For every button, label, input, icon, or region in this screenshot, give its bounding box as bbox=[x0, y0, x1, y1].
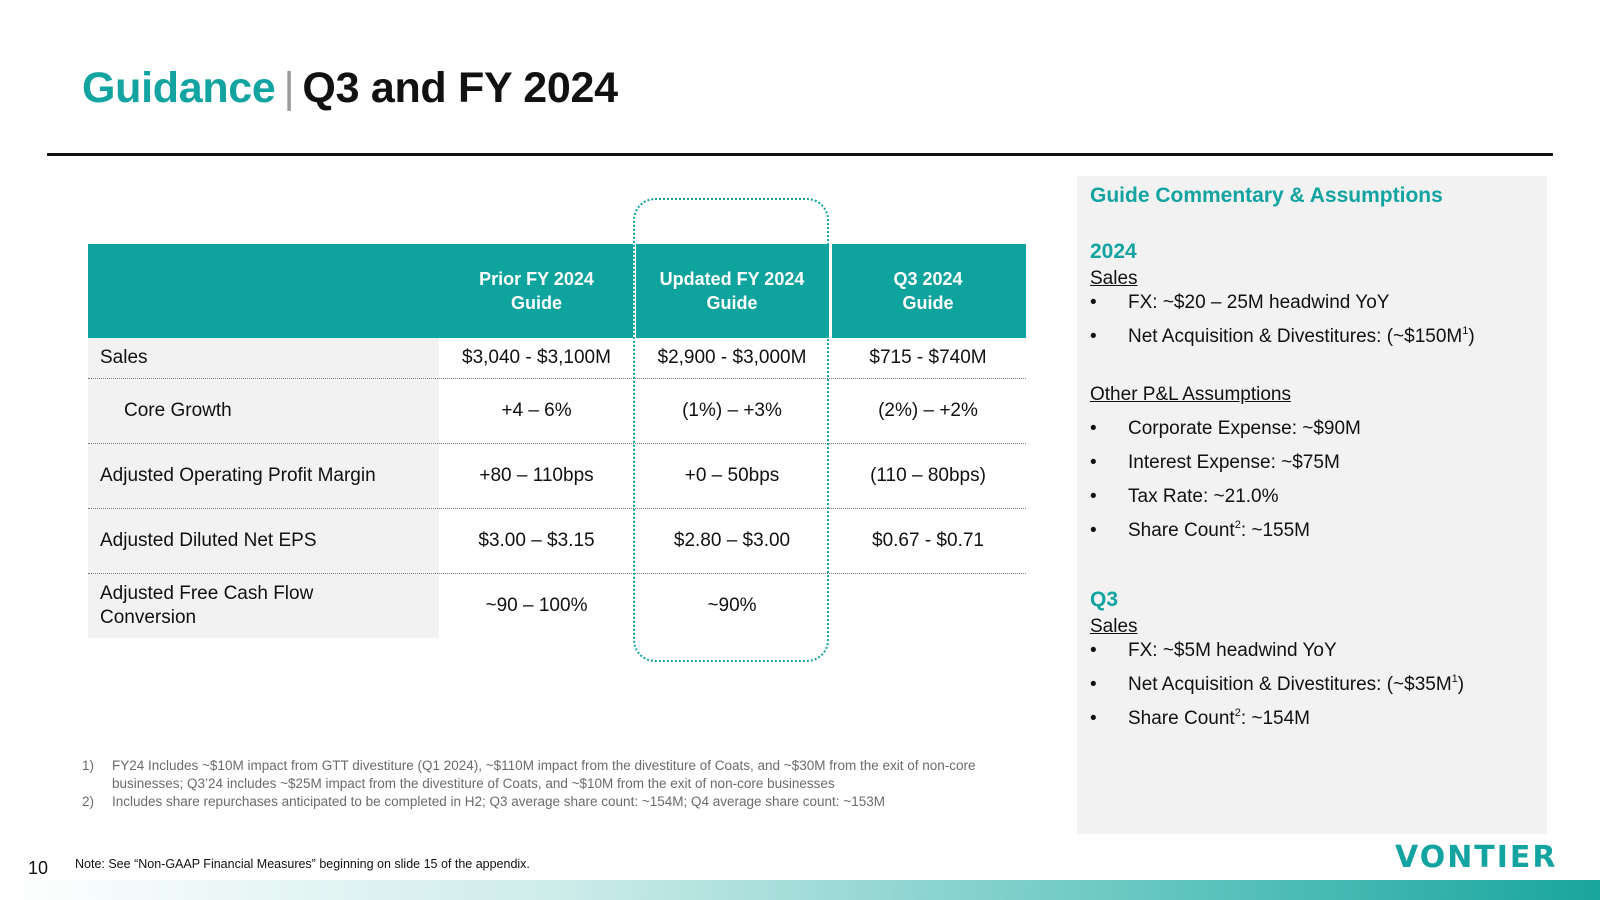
bullet-item: • Tax Rate: ~21.0% bbox=[1090, 486, 1279, 507]
section-heading-q3: Q3 bbox=[1090, 588, 1119, 611]
footnote-text: Includes share repurchases anticipated t… bbox=[112, 794, 885, 809]
cell-value: +0 – 50bps bbox=[684, 465, 780, 486]
table-row-op-margin: Adjusted Operating Profit Margin +80 – 1… bbox=[88, 444, 1026, 509]
cell-value: ~90 – 100% bbox=[485, 595, 588, 616]
commentary-panel: Guide Commentary & Assumptions 2024 Sale… bbox=[1077, 176, 1547, 834]
bullet-icon: • bbox=[1090, 708, 1097, 729]
subheading-sales: Sales bbox=[1090, 616, 1138, 637]
title-main: Q3 and FY 2024 bbox=[302, 64, 618, 112]
bullet-icon: • bbox=[1090, 452, 1097, 473]
bullet-item: • Net Acquisition & Divestitures: (~$35M1… bbox=[1090, 673, 1465, 696]
row-label: Core Growth bbox=[88, 379, 439, 443]
subheading-sales: Sales bbox=[1090, 268, 1138, 289]
bullet-icon: • bbox=[1090, 674, 1097, 695]
bullet-icon: • bbox=[1090, 486, 1097, 507]
bullet-item: • Share Count2: ~155M bbox=[1090, 519, 1310, 542]
row-label: Sales bbox=[88, 338, 439, 378]
cell-value: +4 – 6% bbox=[501, 400, 572, 421]
bullet-item: • FX: ~$20 – 25M headwind YoY bbox=[1090, 292, 1390, 313]
header-divider bbox=[633, 244, 636, 338]
title-accent: Guidance bbox=[82, 64, 276, 112]
bullet-icon: • bbox=[1090, 520, 1097, 541]
title-rule bbox=[47, 153, 1553, 156]
footnotes: 1) FY24 Includes ~$10M impact from GTT d… bbox=[82, 757, 1022, 811]
row-label: Adjusted Free Cash Flow Conversion bbox=[88, 574, 439, 638]
header-prior-fy: Prior FY 2024 Guide bbox=[479, 269, 594, 313]
cell-value: (2%) – +2% bbox=[878, 400, 978, 421]
table-header: Prior FY 2024 Guide Updated FY 2024 Guid… bbox=[88, 244, 1026, 338]
panel-title: Guide Commentary & Assumptions bbox=[1090, 184, 1443, 207]
cell-value: $2.80 – $3.00 bbox=[673, 530, 791, 551]
footnote-number: 2) bbox=[82, 794, 95, 809]
cell-value: +80 – 110bps bbox=[479, 465, 594, 486]
row-label: Adjusted Operating Profit Margin bbox=[88, 444, 439, 508]
bullet-item: • Interest Expense: ~$75M bbox=[1090, 452, 1340, 473]
cell-value: $3.00 – $3.15 bbox=[478, 530, 595, 551]
cell-value: $715 - $740M bbox=[869, 347, 987, 368]
table-row-eps: Adjusted Diluted Net EPS $3.00 – $3.15 $… bbox=[88, 509, 1026, 574]
cell-value: $2,900 - $3,000M bbox=[657, 347, 807, 368]
bullet-item: • Share Count2: ~154M bbox=[1090, 707, 1310, 730]
header-updated-fy: Updated FY 2024 Guide bbox=[659, 269, 805, 313]
bullet-item: • Corporate Expense: ~$90M bbox=[1090, 418, 1361, 439]
bullet-icon: • bbox=[1090, 418, 1097, 439]
cell-value bbox=[830, 574, 1026, 638]
cell-value: $3,040 - $3,100M bbox=[462, 347, 611, 368]
guidance-table: Prior FY 2024 Guide Updated FY 2024 Guid… bbox=[88, 244, 1026, 638]
bullet-item: • FX: ~$5M headwind YoY bbox=[1090, 640, 1337, 661]
footer-note: Note: See “Non-GAAP Financial Measures” … bbox=[75, 857, 530, 871]
row-label: Adjusted Diluted Net EPS bbox=[88, 509, 439, 573]
footnote: 2) Includes share repurchases anticipate… bbox=[82, 793, 1022, 811]
title-separator: | bbox=[283, 64, 295, 112]
cell-value: ~90% bbox=[707, 595, 757, 616]
page-title: Guidance | Q3 and FY 2024 bbox=[82, 64, 618, 113]
header-divider bbox=[829, 244, 832, 338]
section-heading-2024: 2024 bbox=[1090, 240, 1137, 263]
bullet-icon: • bbox=[1090, 640, 1097, 661]
table-row-fcf: Adjusted Free Cash Flow Conversion ~90 –… bbox=[88, 574, 1026, 638]
subheading-other-pl: Other P&L Assumptions bbox=[1090, 384, 1292, 405]
cell-value: (110 – 80bps) bbox=[870, 465, 986, 486]
bullet-item: • Net Acquisition & Divestitures: (~$150M… bbox=[1090, 325, 1475, 348]
table-row-sales: Sales $3,040 - $3,100M $2,900 - $3,000M … bbox=[88, 338, 1026, 379]
footnote-text: FY24 Includes ~$10M impact from GTT dive… bbox=[112, 758, 976, 791]
header-q3: Q3 2024 Guide bbox=[893, 269, 963, 313]
footnote-number: 1) bbox=[82, 758, 95, 773]
footnote: 1) FY24 Includes ~$10M impact from GTT d… bbox=[82, 757, 1022, 793]
page-number: 10 bbox=[28, 858, 49, 878]
cell-value: (1%) – +3% bbox=[682, 400, 782, 421]
bullet-icon: • bbox=[1090, 326, 1097, 347]
cell-value: $0.67 - $0.71 bbox=[872, 530, 984, 551]
table-row-core-growth: Core Growth +4 – 6% (1%) – +3% (2%) – +2… bbox=[88, 379, 1026, 444]
bullet-icon: • bbox=[1090, 292, 1097, 313]
bottom-gradient-bar bbox=[0, 880, 1600, 900]
vontier-logo: VONTIER bbox=[1395, 840, 1558, 875]
